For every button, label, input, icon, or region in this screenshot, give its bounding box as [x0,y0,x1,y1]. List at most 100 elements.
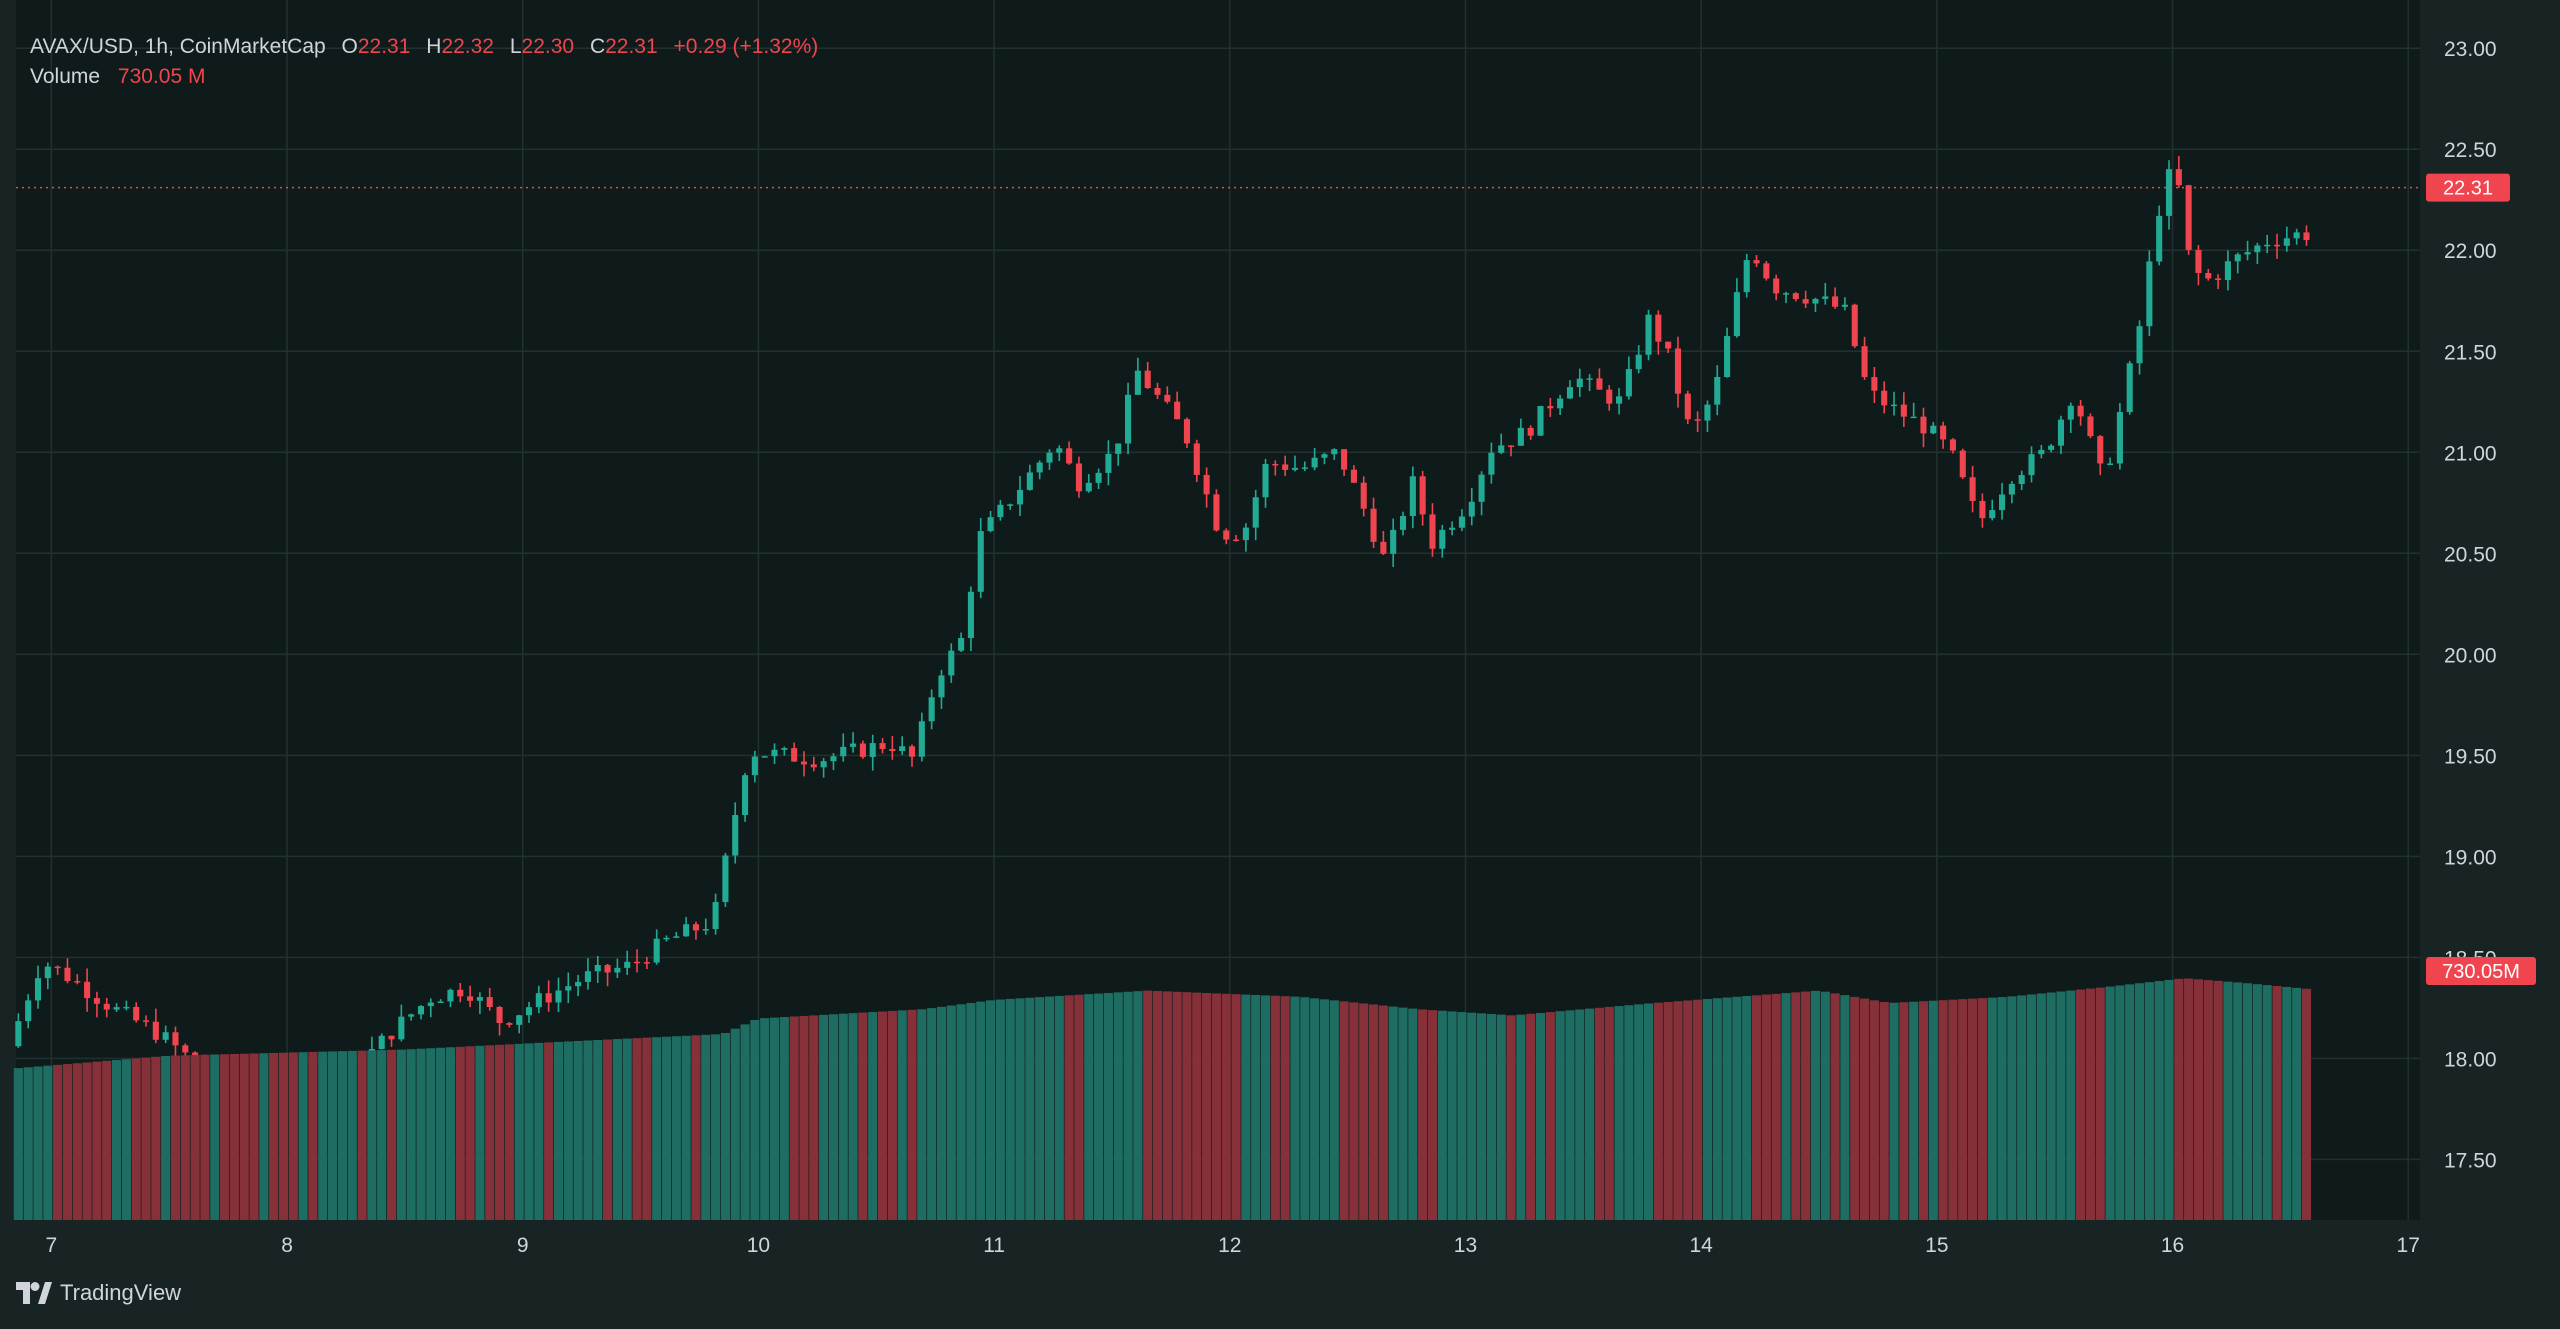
candle-up [1056,448,1063,453]
volume-bar [1418,1009,1428,1220]
y-tick-label: 19.50 [2444,745,2497,768]
volume-bar [514,1043,524,1220]
volume-bar [1329,1000,1339,1220]
candle-up [702,929,709,931]
candle-up [2126,363,2133,413]
candle-up [1036,462,1043,473]
volume-bar [2301,988,2312,1220]
candle-down [1959,450,1966,478]
volume-bar [1693,999,1703,1220]
candle-down [1419,476,1426,515]
candle-down [791,748,798,762]
volume-bar [278,1052,289,1220]
volume-bar [1653,1002,1663,1220]
volume-bar [858,1012,868,1220]
volume-bar [416,1048,426,1220]
volume-badge [2426,957,2536,985]
volume-bar [180,1055,190,1220]
candle-down [1282,464,1289,470]
volume-bar [917,1009,927,1220]
volume-bar [769,1017,780,1220]
legend-close-value: 22.31 [605,35,658,58]
volume-bar [1585,1008,1595,1220]
tradingview-logo-icon [16,1282,52,1304]
volume-bar [936,1006,947,1220]
volume-bar [2203,980,2213,1220]
volume-bar [1015,998,1025,1220]
tradingview-logo[interactable]: TradingView [16,1280,181,1306]
candle-up [781,748,788,750]
volume-bar [985,1000,996,1220]
candle-up [1331,449,1338,455]
volume-bar [1977,998,1987,1220]
y-tick-label: 18.00 [2444,1048,2497,1071]
last-price-badge [2426,173,2510,202]
candle-up [1095,472,1102,483]
volume-bar [1300,997,1310,1220]
legend-close-label: C [589,35,606,58]
candle-up [928,697,935,722]
candle-up [1026,472,1033,490]
candle-up [1724,336,1731,378]
candle-down [1861,346,1868,378]
volume-bar [1761,994,1771,1220]
candle-down [879,743,886,749]
candle-down [1527,427,1534,436]
volume-bar [1310,998,1320,1220]
volume-bar [868,1012,878,1220]
volume-bar [1526,1013,1536,1220]
volume-bar [1035,997,1045,1220]
volume-bar [907,1009,917,1220]
candle-up [2224,261,2231,281]
volume-bar [1005,998,1015,1220]
candle-down [142,1020,150,1022]
volume-bar [661,1036,672,1220]
volume-bar [1103,992,1113,1220]
volume-bar [2164,979,2174,1220]
volume-bar [897,1010,907,1220]
candle-up [1468,501,1475,517]
volume-bar [485,1045,495,1220]
candle-up [1890,404,1898,407]
candle-down [1900,404,1907,417]
volume-bar [681,1035,691,1220]
volume-bar [583,1040,593,1220]
volume-bar [1094,993,1104,1220]
volume-bar [966,1002,976,1220]
candle-up [1930,425,1937,434]
candle-down [182,1045,189,1053]
candle-up [113,1007,120,1010]
volume-bar [200,1054,210,1220]
candle-up [1439,529,1446,549]
candle-down [1213,494,1220,531]
candle-down [1203,474,1210,495]
candle-down [1674,348,1682,394]
legend-volume-value: 730.05 M [117,65,206,88]
candle-down [633,961,641,964]
candle-up [1321,454,1328,458]
candle-up [1635,354,1642,370]
volume-bar [386,1049,397,1220]
candle-down [2303,232,2310,241]
candle-down [1350,469,1357,483]
volume-bar [1388,1006,1398,1220]
volume-bar [2213,980,2223,1220]
volume-bar [1928,1000,1938,1220]
volume-bar [1712,998,1722,1220]
volume-bar [750,1020,760,1220]
volume-bar [1879,1002,1889,1220]
y-tick-label: 21.00 [2444,442,2497,465]
volume-bar [13,1068,23,1220]
volume-bar [504,1044,514,1220]
volume-bar [1840,995,1850,1220]
candle-up [751,756,758,776]
candle-down [1223,530,1230,540]
candle-down [93,998,100,1004]
candle-up [1498,445,1505,453]
volume-bar [2095,987,2105,1220]
volume-bar [1791,992,1801,1220]
candle-down [84,981,91,999]
candle-up [417,1006,425,1015]
